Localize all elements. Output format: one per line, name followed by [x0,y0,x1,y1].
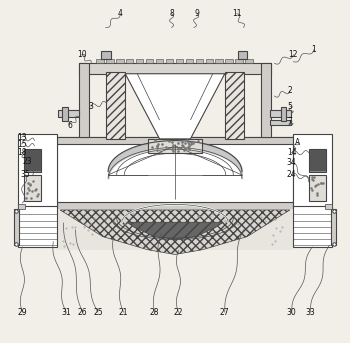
Text: 24: 24 [287,170,296,179]
Bar [186,59,193,63]
Bar [57,209,293,250]
Bar [18,204,25,209]
Text: 34: 34 [287,158,296,167]
Bar [281,107,286,121]
Bar [293,134,332,209]
Text: 9: 9 [195,9,200,18]
Text: 21: 21 [119,308,128,317]
Bar [148,139,202,153]
Bar [235,59,243,63]
Bar [310,150,325,170]
Text: 10: 10 [77,50,86,59]
Bar [216,59,223,63]
Polygon shape [60,210,290,255]
Bar [225,59,233,63]
Bar [24,175,41,201]
Text: 6: 6 [67,121,72,130]
Text: 12: 12 [289,50,298,59]
Bar [57,202,293,210]
Bar [176,59,183,63]
Bar [270,120,291,125]
Bar [57,137,293,209]
Text: 5: 5 [287,102,292,111]
Bar [309,149,326,172]
Text: 8: 8 [169,9,174,18]
Bar [156,59,163,63]
Bar [331,209,336,245]
Text: 29: 29 [18,308,27,317]
Text: 11: 11 [232,9,241,18]
Bar [205,59,213,63]
Text: 15: 15 [17,140,27,149]
Text: 26: 26 [78,308,88,317]
Bar [196,59,203,63]
Text: 23: 23 [22,157,32,166]
Bar [18,206,57,247]
Text: 2: 2 [288,86,292,95]
Text: 27: 27 [220,308,230,317]
Text: 1: 1 [312,45,316,54]
Bar [58,110,79,117]
Text: 35: 35 [20,170,30,179]
Bar [126,59,133,63]
Text: 4: 4 [118,9,122,18]
Bar [106,72,125,139]
Bar [166,59,173,63]
Bar [96,59,104,63]
Bar [238,51,247,59]
Text: 18: 18 [17,148,27,157]
Bar [24,149,41,172]
Text: 14: 14 [287,148,296,157]
Text: 25: 25 [93,308,103,317]
Text: 13: 13 [17,133,27,142]
Bar [79,63,271,74]
Bar [116,59,124,63]
Bar [270,110,291,117]
Bar [79,63,89,137]
Text: 33: 33 [306,308,315,317]
Text: 22: 22 [174,308,183,317]
Bar [14,209,19,245]
Bar [261,63,271,137]
Bar [25,150,40,170]
Bar [146,59,153,63]
Bar [309,175,326,201]
Text: 30: 30 [287,308,296,317]
Polygon shape [125,74,225,139]
Bar [136,59,144,63]
Bar [106,59,114,63]
Bar [101,51,111,59]
Bar [225,72,244,139]
Text: 28: 28 [150,308,159,317]
Bar [63,107,68,121]
Text: A: A [295,138,300,147]
Bar [293,206,332,247]
Bar [245,59,253,63]
Bar [18,134,57,209]
Text: 3: 3 [89,102,93,111]
Bar [57,137,293,144]
Polygon shape [127,222,223,239]
Text: 31: 31 [62,308,71,317]
Bar [325,204,332,209]
Text: 7: 7 [287,117,292,126]
